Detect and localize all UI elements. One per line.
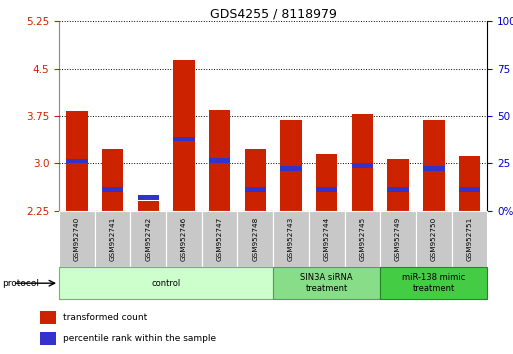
Bar <box>309 211 345 267</box>
Bar <box>352 163 373 168</box>
Bar <box>387 159 409 211</box>
Bar <box>245 187 266 192</box>
Bar <box>137 201 159 211</box>
Text: GSM952743: GSM952743 <box>288 217 294 261</box>
Text: GSM952746: GSM952746 <box>181 217 187 261</box>
Bar <box>380 211 416 267</box>
Bar <box>459 156 480 211</box>
Bar <box>102 149 123 211</box>
Text: GSM952744: GSM952744 <box>324 217 330 261</box>
Text: control: control <box>151 279 181 288</box>
Text: GSM952747: GSM952747 <box>216 217 223 261</box>
Bar <box>95 211 130 267</box>
Bar <box>273 267 380 299</box>
Bar <box>209 110 230 211</box>
Bar <box>451 211 487 267</box>
Bar <box>59 211 95 267</box>
Bar <box>316 154 338 211</box>
Text: GSM952741: GSM952741 <box>110 217 115 261</box>
Bar <box>316 187 338 192</box>
Bar <box>423 166 444 171</box>
Text: percentile rank within the sample: percentile rank within the sample <box>63 334 215 343</box>
Bar <box>416 211 451 267</box>
Text: GSM952740: GSM952740 <box>74 217 80 261</box>
Text: transformed count: transformed count <box>63 313 147 322</box>
Bar <box>66 159 88 163</box>
Bar <box>459 187 480 192</box>
Text: GSM952745: GSM952745 <box>360 217 365 261</box>
Text: miR-138 mimic
treatment: miR-138 mimic treatment <box>402 274 465 293</box>
Bar <box>380 267 487 299</box>
Title: GDS4255 / 8118979: GDS4255 / 8118979 <box>210 7 337 20</box>
Bar <box>40 332 56 345</box>
Bar <box>352 114 373 211</box>
Bar <box>66 111 88 211</box>
Bar <box>423 120 444 211</box>
Bar <box>280 166 302 171</box>
Text: GSM952748: GSM952748 <box>252 217 259 261</box>
Text: GSM952749: GSM952749 <box>395 217 401 261</box>
Text: protocol: protocol <box>3 279 40 288</box>
Text: GSM952751: GSM952751 <box>466 217 472 261</box>
Bar <box>238 211 273 267</box>
Text: SIN3A siRNA
treatment: SIN3A siRNA treatment <box>301 274 353 293</box>
Bar <box>173 137 194 141</box>
Text: GSM952742: GSM952742 <box>145 217 151 261</box>
Bar <box>137 195 159 200</box>
Bar <box>59 267 273 299</box>
Bar <box>102 187 123 192</box>
Bar <box>273 211 309 267</box>
Bar <box>166 211 202 267</box>
Bar <box>202 211 238 267</box>
Bar <box>245 149 266 211</box>
Bar <box>209 158 230 162</box>
Bar <box>40 311 56 324</box>
Bar <box>387 187 409 192</box>
Bar <box>345 211 380 267</box>
Bar <box>130 211 166 267</box>
Bar <box>173 61 194 211</box>
Bar <box>280 120 302 211</box>
Text: GSM952750: GSM952750 <box>431 217 437 261</box>
